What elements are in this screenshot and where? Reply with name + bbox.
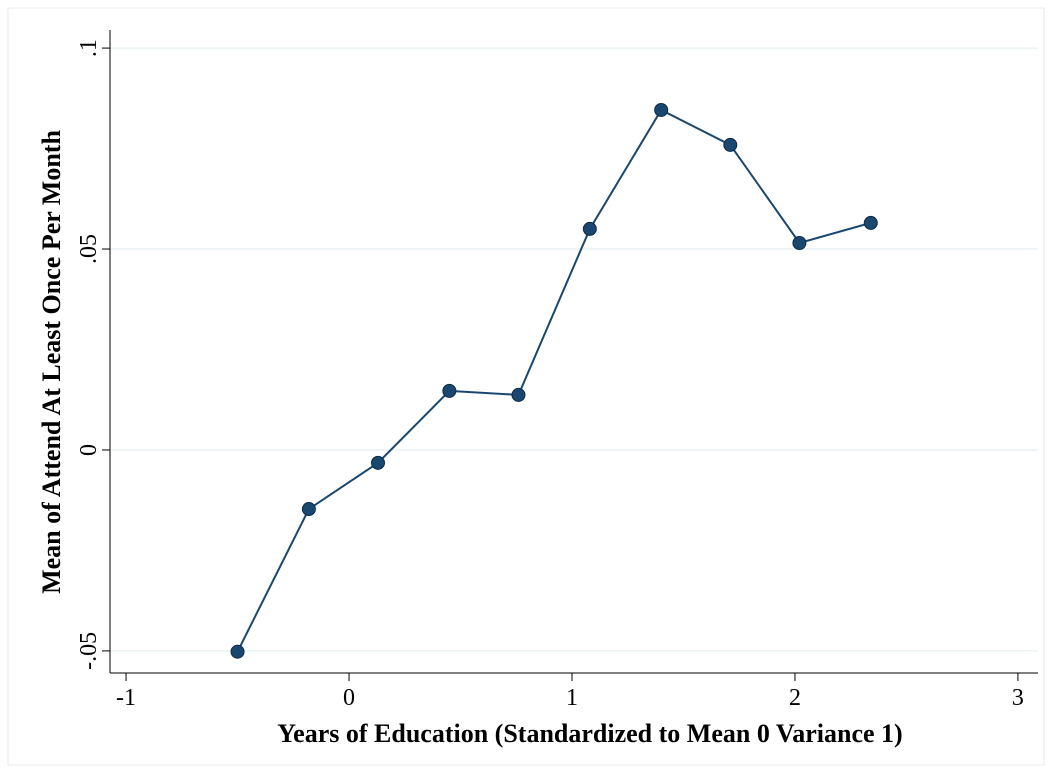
y-tick-label: .05 [76,234,102,264]
y-axis-title: Mean of Attend At Least Once Per Month [37,130,66,594]
y-tick-label: -.05 [76,632,102,670]
x-tick-label: 1 [566,685,578,711]
point [230,644,245,659]
point [442,383,457,398]
y-tick-label: 0 [76,444,102,456]
y-tick-label: .1 [76,39,102,57]
x-tick-label: 0 [343,685,355,711]
point [301,502,316,517]
point [582,221,597,236]
point [511,387,526,402]
point [792,235,807,250]
point [723,137,738,152]
series-line [236,108,872,653]
x-tick-label: 2 [789,685,801,711]
point [863,215,878,230]
x-axis-title: Years of Education (Standardized to Mean… [277,719,902,748]
x-tick-label: 3 [1012,685,1024,711]
chart-frame [7,7,1045,766]
point [654,102,669,117]
point [371,455,386,470]
x-tick-label: -1 [116,685,136,711]
